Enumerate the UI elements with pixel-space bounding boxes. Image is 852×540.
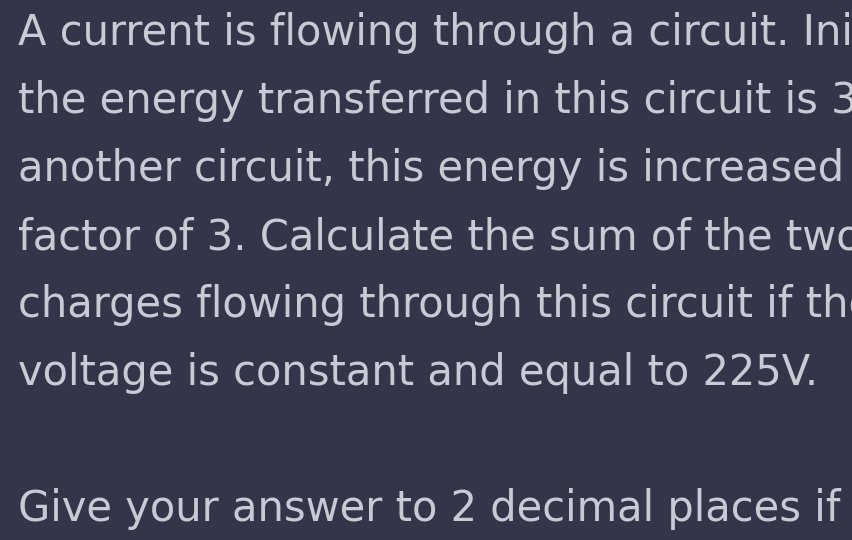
Text: voltage is constant and equal to 225V.: voltage is constant and equal to 225V. — [18, 352, 818, 394]
Text: another circuit, this energy is increased by a: another circuit, this energy is increase… — [18, 148, 852, 190]
Text: A current is flowing through a circuit. Initially,: A current is flowing through a circuit. … — [18, 12, 852, 54]
Text: the energy transferred in this circuit is 36J. In: the energy transferred in this circuit i… — [18, 80, 852, 122]
Text: charges flowing through this circuit if the: charges flowing through this circuit if … — [18, 284, 852, 326]
Text: Give your answer to 2 decimal places if: Give your answer to 2 decimal places if — [18, 488, 841, 530]
Text: factor of 3. Calculate the sum of the two: factor of 3. Calculate the sum of the tw… — [18, 216, 852, 258]
